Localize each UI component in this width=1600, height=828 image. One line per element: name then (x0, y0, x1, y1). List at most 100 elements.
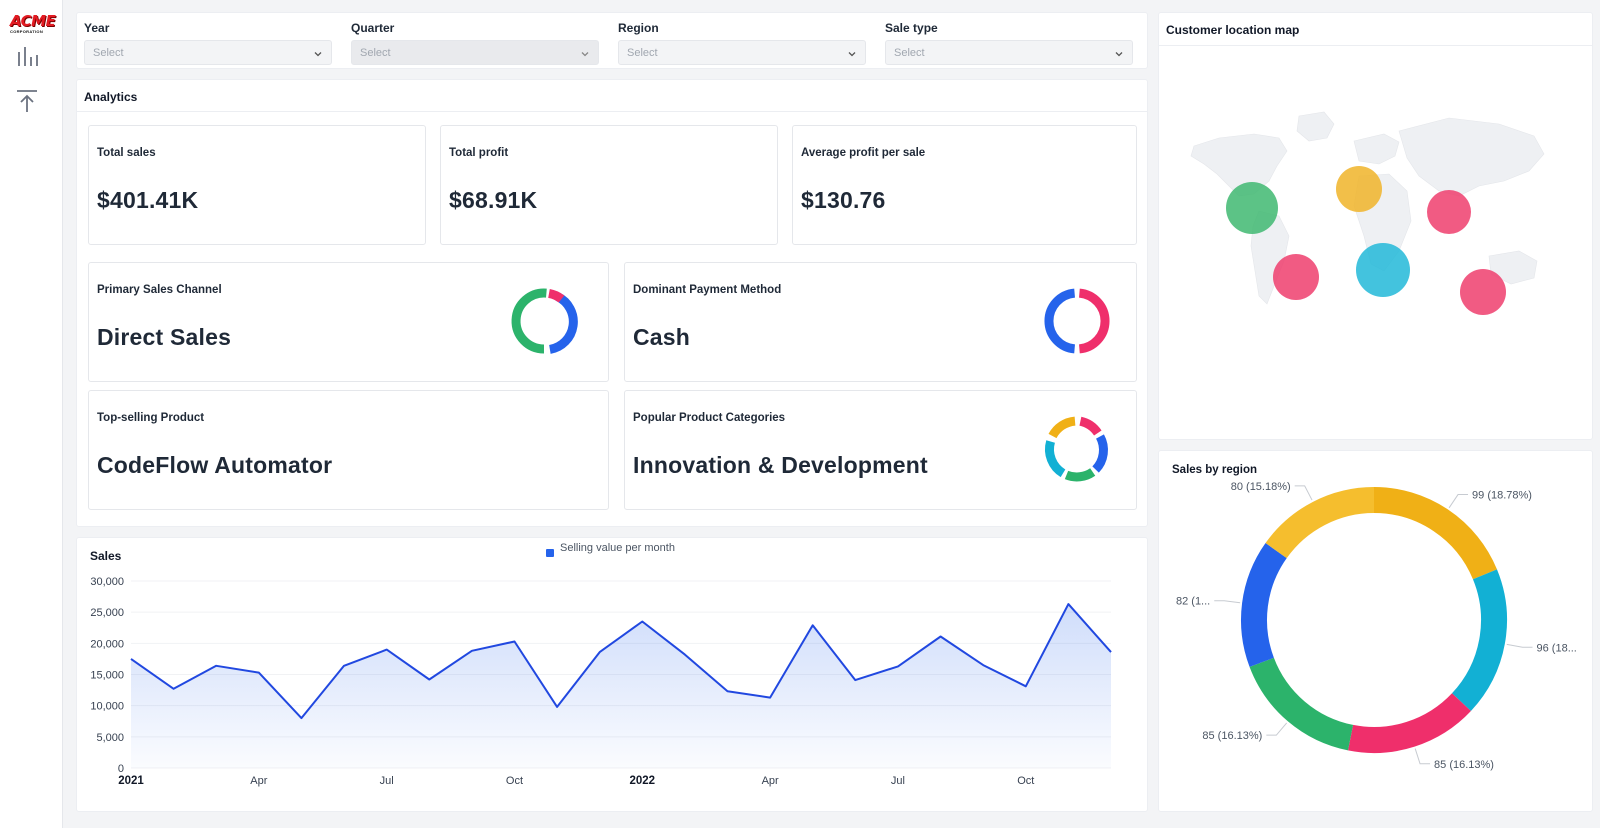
data-point[interactable] (299, 716, 303, 720)
data-point[interactable] (342, 664, 346, 668)
data-point[interactable] (598, 650, 602, 654)
legend-label[interactable]: Selling value per month (560, 542, 675, 554)
slice-label: 99 (18.78%) (1472, 490, 1532, 502)
sales-by-region-panel: Sales by region 99 (18.78%) 96 (18... 85 (… (1158, 450, 1593, 812)
logo-subtext: CORPORATION (10, 29, 44, 34)
sales-area (131, 604, 1111, 768)
data-point[interactable] (896, 664, 900, 668)
map-marker[interactable] (1427, 190, 1471, 234)
map-marker[interactable] (1226, 182, 1278, 234)
map-marker[interactable] (1273, 254, 1319, 300)
data-point[interactable] (555, 705, 559, 709)
x-tick-label: 2021 (118, 775, 144, 787)
data-point[interactable] (640, 620, 644, 624)
quarter-select[interactable]: Select (351, 40, 599, 65)
data-point[interactable] (939, 634, 943, 638)
region-slice[interactable] (1241, 543, 1287, 667)
data-point[interactable] (129, 657, 133, 661)
card-primary-sales-channel: Primary Sales Channel Direct Sales (88, 262, 609, 382)
kpi-total-profit: Total profit $68.91K (440, 125, 778, 245)
region-slice[interactable] (1451, 569, 1507, 712)
y-tick-label: 0 (118, 763, 124, 775)
filter-quarter: Quarter Select (351, 21, 599, 65)
sales-channel-donut (511, 288, 578, 354)
filter-label: Quarter (351, 21, 395, 35)
slice-label: 96 (18... (1537, 642, 1577, 654)
analytics-chart-icon[interactable] (14, 44, 40, 70)
kpi-label: Average profit per sale (801, 147, 926, 159)
y-tick-label: 15,000 (90, 670, 124, 682)
divider (1159, 45, 1592, 46)
data-point[interactable] (853, 678, 857, 682)
data-point[interactable] (470, 649, 474, 653)
card-value: CodeFlow Automator (97, 452, 333, 478)
x-tick-label: Jul (891, 775, 905, 787)
filter-region: Region Select (618, 21, 866, 65)
card-label: Dominant Payment Method (633, 284, 782, 296)
logo-text: ACME (10, 12, 56, 30)
data-point[interactable] (981, 663, 985, 667)
data-point[interactable] (1066, 602, 1070, 606)
data-point[interactable] (726, 689, 730, 693)
map-marker[interactable] (1460, 269, 1506, 315)
card-value: Cash (633, 324, 691, 350)
select-placeholder: Select (894, 47, 925, 59)
data-point[interactable] (385, 648, 389, 652)
data-point[interactable] (214, 664, 218, 668)
chevron-down-icon (1115, 52, 1123, 57)
y-tick-label: 10,000 (90, 701, 124, 713)
x-tick-label: 2022 (630, 775, 656, 787)
x-tick-label: Jul (380, 775, 394, 787)
y-tick-label: 20,000 (90, 638, 124, 650)
filter-year: Year Select (84, 21, 332, 65)
data-point[interactable] (811, 623, 815, 627)
data-point[interactable] (512, 639, 516, 643)
kpi-average-profit: Average profit per sale $130.76 (792, 125, 1137, 245)
legend-swatch[interactable] (546, 549, 554, 557)
slice-leader-line (1506, 643, 1533, 648)
y-tick-label: 30,000 (90, 576, 124, 588)
data-point[interactable] (768, 696, 772, 700)
slice-label: 85 (16.13%) (1202, 730, 1262, 742)
card-value: Innovation & Development (633, 452, 928, 478)
map-title: Customer location map (1166, 23, 1300, 37)
analytics-panel: Analytics Total sales $401.41K Total pro… (76, 79, 1148, 527)
data-point[interactable] (1024, 684, 1028, 688)
region-slice[interactable] (1265, 487, 1375, 559)
kpi-label: Total profit (449, 147, 509, 159)
data-point[interactable] (683, 653, 687, 657)
sale-type-select[interactable]: Select (885, 40, 1133, 65)
select-placeholder: Select (627, 47, 658, 59)
filter-sale-type: Sale type Select (885, 21, 1133, 65)
data-point[interactable] (427, 677, 431, 681)
upload-icon[interactable] (14, 88, 40, 114)
slice-leader-line (1266, 722, 1288, 736)
region-slice[interactable] (1348, 693, 1471, 753)
region-slice[interactable] (1373, 487, 1497, 580)
sales-chart-panel: Sales Selling value per month 30,000 25,0… (76, 537, 1148, 812)
select-placeholder: Select (360, 47, 391, 59)
data-point[interactable] (1109, 650, 1113, 654)
chevron-down-icon (581, 52, 589, 57)
map-marker[interactable] (1336, 166, 1382, 212)
filter-label: Sale type (885, 21, 938, 35)
divider (77, 111, 1147, 112)
x-tick-label: Oct (1017, 775, 1034, 787)
analytics-title: Analytics (84, 90, 138, 104)
sales-line-chart: Sales Selling value per month 30,000 25,0… (90, 542, 1113, 787)
world-continents (1190, 111, 1545, 305)
kpi-value: $401.41K (97, 187, 199, 213)
slice-leader-line (1214, 600, 1241, 604)
region-select[interactable]: Select (618, 40, 866, 65)
data-point[interactable] (172, 687, 176, 691)
map-marker[interactable] (1356, 243, 1410, 297)
customer-map-panel: Customer location map (1158, 12, 1593, 440)
card-label: Top-selling Product (97, 412, 205, 424)
x-tick-label: Apr (762, 775, 779, 787)
region-slice[interactable] (1249, 657, 1354, 751)
data-point[interactable] (257, 671, 261, 675)
card-top-selling-product: Top-selling Product CodeFlow Automator (88, 390, 609, 510)
year-select[interactable]: Select (84, 40, 332, 65)
kpi-value: $68.91K (449, 187, 538, 213)
card-value: Direct Sales (97, 324, 232, 350)
